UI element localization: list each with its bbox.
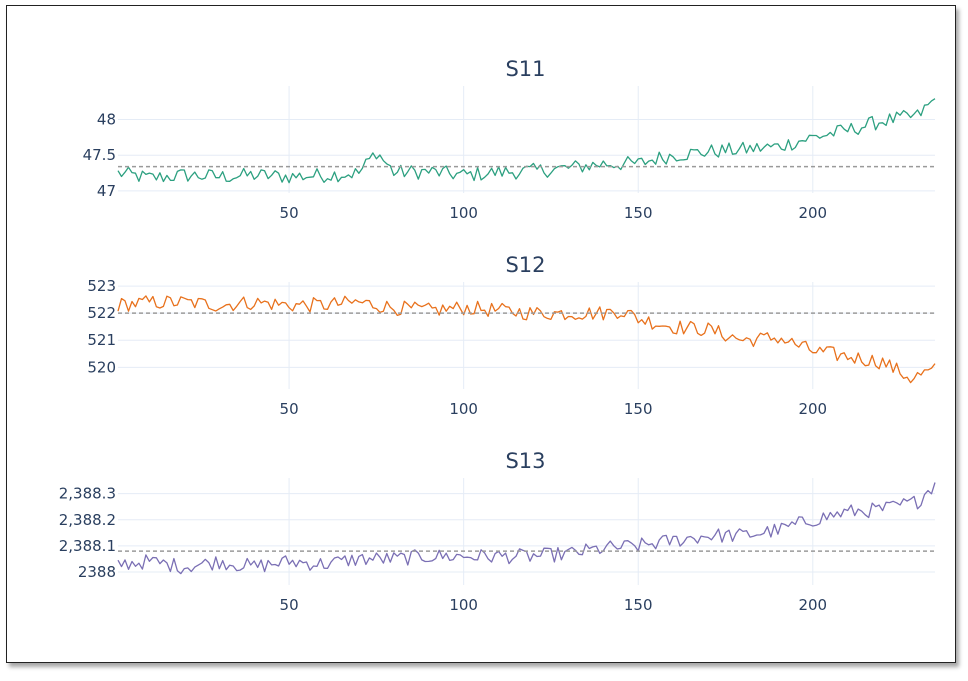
y-tick-label: 2,388.2 — [59, 511, 116, 529]
y-tick-label: 2,388.3 — [59, 485, 116, 503]
x-tick-label: 200 — [798, 596, 827, 614]
y-tick-label: 520 — [87, 358, 116, 376]
y-tick-label: 2388 — [78, 563, 116, 581]
subplot-s11: S11 47 47.5 48 50 100 150 200 — [83, 57, 936, 222]
y-tick-label: 48 — [97, 111, 116, 129]
y-tick-label: 523 — [87, 277, 116, 295]
x-tick-label: 100 — [449, 204, 478, 222]
x-tick-label: 200 — [798, 204, 827, 222]
x-tick-label: 100 — [449, 400, 478, 418]
chart-title: S11 — [505, 57, 545, 81]
x-tick-label: 150 — [624, 596, 653, 614]
x-tick-label: 50 — [280, 400, 299, 418]
x-tick-label: 50 — [280, 204, 299, 222]
x-tick-label: 200 — [798, 400, 827, 418]
figure-border — [6, 5, 956, 663]
x-tick-label: 150 — [624, 400, 653, 418]
chart-title: S13 — [505, 449, 545, 473]
x-tick-label: 100 — [449, 596, 478, 614]
x-tick-label: 50 — [280, 596, 299, 614]
subplot-s13: S13 2388 2,388.1 2,388.2 2,388.3 50 100 150 200 — [59, 449, 936, 614]
y-tick-label: 2,388.1 — [59, 537, 116, 555]
y-tick-label: 522 — [87, 304, 116, 322]
y-tick-label: 47 — [97, 182, 116, 200]
series-line-s12 — [117, 295, 936, 384]
subplot-s12: S12 520 521 522 523 50 100 150 200 — [87, 253, 936, 418]
y-tick-label: 47.5 — [83, 146, 116, 164]
y-tick-label: 521 — [87, 331, 116, 349]
x-tick-label: 150 — [624, 204, 653, 222]
chart-title: S12 — [505, 253, 545, 277]
